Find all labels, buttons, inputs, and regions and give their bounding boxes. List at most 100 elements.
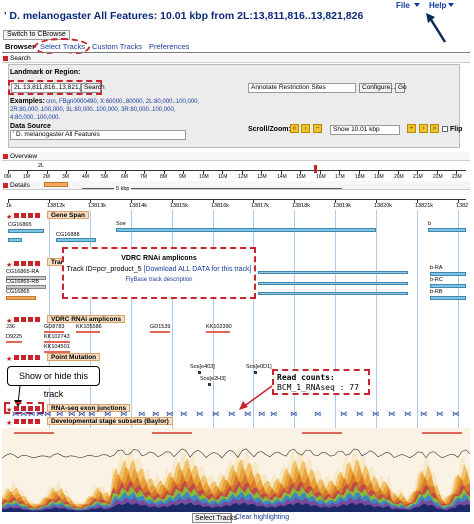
track-controls[interactable]: ★ <box>6 418 46 427</box>
track-controls[interactable]: ★ <box>6 316 46 325</box>
scroll-right-far-icon[interactable]: » <box>430 124 439 133</box>
annotate-select[interactable]: Annotate Restriction Sites <box>248 83 356 93</box>
track-title-gene-span[interactable]: Gene Span <box>47 211 89 219</box>
transcript-cg16865-ra[interactable] <box>6 276 46 280</box>
track-control-icons[interactable]: ★ <box>6 260 46 269</box>
junction-mark[interactable]: ⋈ <box>28 410 35 418</box>
amplicon[interactable] <box>44 351 70 353</box>
mutation-marker[interactable] <box>198 371 201 374</box>
collapse-icon[interactable] <box>3 154 8 159</box>
transcript-label-cg16865-rb[interactable]: CG16865-RB <box>6 279 40 285</box>
transcript-label-cg16865-ra[interactable]: CG16865-RA <box>6 269 40 275</box>
junction-mark[interactable]: ⋈ <box>138 410 145 418</box>
scroll-right-icon[interactable]: › <box>419 124 428 133</box>
transcript-cg16865[interactable] <box>6 296 36 300</box>
gene-cg16888-left[interactable] <box>8 238 22 242</box>
track-controls[interactable]: ★ <box>6 212 46 221</box>
tab-custom-tracks[interactable]: Custom Tracks <box>92 42 143 51</box>
transcript-soe-rc[interactable] <box>258 292 408 295</box>
zoom-in-icon[interactable]: + <box>407 124 416 133</box>
track-control-icons[interactable]: ★ <box>6 212 46 221</box>
junction-mark[interactable]: ⋈ <box>44 410 51 418</box>
examples-line-2[interactable]: 2R:80,000..100,000, 3L:80,000..100,000, … <box>10 107 176 113</box>
junction-mark[interactable]: ⋈ <box>104 410 111 418</box>
gene-label-soe[interactable]: Soe <box>116 221 126 227</box>
junction-mark[interactable]: ⋈ <box>120 410 127 418</box>
amplicon-label[interactable]: GD1539 <box>150 324 171 330</box>
tab-select-tracks[interactable]: Select Tracks <box>40 42 86 51</box>
details-section-header[interactable]: Details <box>2 181 470 190</box>
go-button[interactable]: Go <box>395 83 407 93</box>
transcript-cg16865-rb[interactable] <box>6 285 46 289</box>
track-control-icons[interactable]: ★ <box>6 418 46 427</box>
amplicon-label[interactable]: KK105586 <box>76 324 102 330</box>
track-title-dev-stage[interactable]: Developmental stage subsets (Baylor) <box>47 417 173 425</box>
mutation-label[interactable]: Sos[e0D1] <box>246 364 272 370</box>
junction-mark[interactable]: ⋈ <box>270 410 277 418</box>
amplicon[interactable] <box>76 331 100 333</box>
junction-mark[interactable]: ⋈ <box>314 410 321 418</box>
amplicon-label[interactable]: KK102390 <box>206 324 232 330</box>
amplicon-label[interactable]: KK104501 <box>44 344 70 350</box>
collapse-icon[interactable] <box>3 183 8 188</box>
transcript-label-b-rb[interactable]: b-RB <box>430 289 443 295</box>
popup-download-link[interactable]: [Download ALL DATA for this track] <box>143 266 252 273</box>
zoom-select[interactable]: Show 10.01 kbp <box>330 125 400 135</box>
transcript-soe-ra[interactable] <box>258 271 408 274</box>
transcript-b-rb[interactable] <box>430 296 466 300</box>
junction-mark[interactable]: ⋈ <box>56 410 63 418</box>
data-source-select[interactable]: ' D. melanogaster All Features <box>10 130 186 140</box>
amplicon[interactable] <box>150 331 170 333</box>
amplicon[interactable] <box>206 331 230 333</box>
mutation-label[interactable]: Sos[e2H3] <box>200 376 226 382</box>
track-title-point-mutation[interactable]: Point Mutation <box>47 353 101 361</box>
track-controls[interactable]: ★ <box>6 354 46 363</box>
gene-cg16865-span[interactable] <box>8 229 44 233</box>
mutation-marker[interactable] <box>208 383 211 386</box>
track-control-icons[interactable]: ★ <box>6 316 46 325</box>
coverage-plot[interactable] <box>2 428 470 512</box>
junction-mark[interactable]: ⋈ <box>212 410 219 418</box>
amplicon[interactable] <box>44 331 64 333</box>
amplicon-label[interactable]: GD8783 <box>44 324 65 330</box>
gene-label-cg16865[interactable]: CG16865 <box>8 222 32 228</box>
transcript-label-b-rc[interactable]: b-RC <box>430 277 443 283</box>
amplicon[interactable] <box>44 341 70 343</box>
gene-soe[interactable] <box>116 228 376 232</box>
transcript-b-rc[interactable] <box>430 284 466 288</box>
tab-browser[interactable]: Browser <box>5 42 36 51</box>
junction-mark[interactable]: ⋈ <box>244 410 251 418</box>
tab-preferences[interactable]: Preferences <box>149 42 190 51</box>
scroll-left-far-icon[interactable]: « <box>290 124 299 133</box>
track-control-icons[interactable]: ★ <box>6 405 46 414</box>
zoom-out-icon[interactable]: − <box>313 124 322 133</box>
overview-section-header[interactable]: Overview <box>2 152 470 161</box>
junction-mark[interactable]: ⋈ <box>436 410 443 418</box>
search-button[interactable]: Search <box>81 83 105 93</box>
track-title-transcripts[interactable]: Transcripts <box>47 258 63 266</box>
junction-mark[interactable]: ⋈ <box>420 410 427 418</box>
junction-mark[interactable]: ⋈ <box>88 410 95 418</box>
search-section-header[interactable]: Search <box>2 54 470 63</box>
configure-button[interactable]: Configure... <box>359 83 396 93</box>
junction-mark[interactable]: ⋈ <box>356 410 363 418</box>
track-controls[interactable]: ★ <box>6 260 46 269</box>
collapse-icon[interactable] <box>3 56 8 61</box>
junction-mark[interactable]: ⋈ <box>452 410 459 418</box>
select-tracks-button[interactable]: Select Tracks <box>192 513 237 523</box>
track-control-icons[interactable]: ★ <box>6 354 46 363</box>
transcript-label-cg16865[interactable]: CG16865 <box>6 289 30 295</box>
junction-mark[interactable]: ⋈ <box>20 410 27 418</box>
amplicon-prefix-label[interactable]: J36 <box>6 324 15 330</box>
gene-label-cg16888[interactable]: CG16888 <box>56 232 80 238</box>
junction-mark[interactable]: ⋈ <box>166 410 173 418</box>
landmark-input[interactable]: 2L:13,811,816..13,821,826 <box>11 83 81 93</box>
track-controls[interactable]: ★ <box>6 405 46 414</box>
junction-mark[interactable]: ⋈ <box>68 410 75 418</box>
amplicon-label[interactable]: D9225 <box>6 334 23 340</box>
transcript-b-ra[interactable] <box>430 272 466 276</box>
flip-checkbox[interactable] <box>442 126 448 132</box>
junction-mark[interactable]: ⋈ <box>36 410 43 418</box>
mutation-label[interactable]: Sos[e403] <box>190 364 215 370</box>
junction-mark[interactable]: ⋈ <box>12 410 19 418</box>
